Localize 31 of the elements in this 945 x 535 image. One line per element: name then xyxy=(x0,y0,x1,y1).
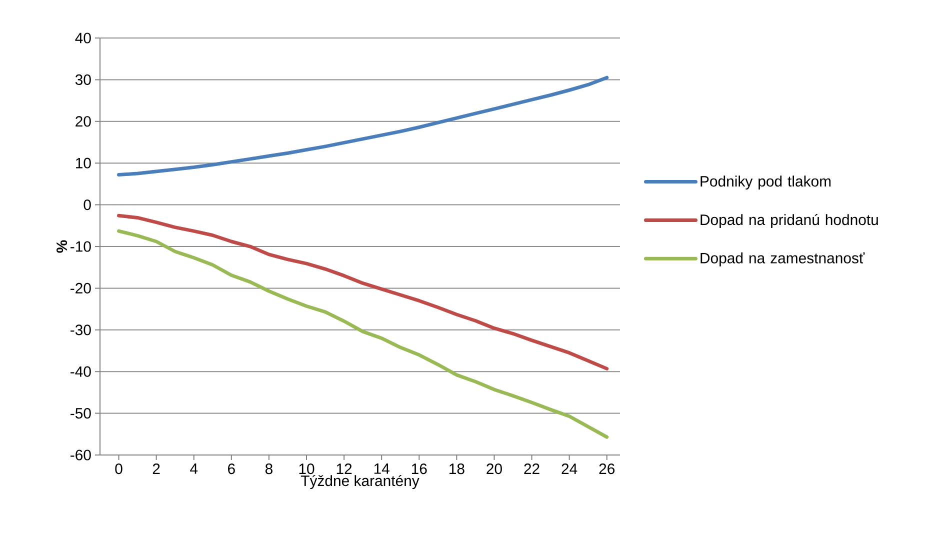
y-tick-label: -30 xyxy=(70,324,91,336)
y-tick-label: -60 xyxy=(70,450,91,460)
legend-label: Dopad na zamestnanosť xyxy=(700,252,865,266)
x-tick-label: 6 xyxy=(228,464,235,474)
x-tick-label: 22 xyxy=(524,464,540,474)
y-tick-label: 20 xyxy=(76,116,91,127)
y-tick-label: 0 xyxy=(84,200,91,210)
y-tick-label: -40 xyxy=(70,366,91,377)
x-tick-label: 14 xyxy=(374,464,390,474)
x-tick-label: 8 xyxy=(265,464,272,474)
y-tick-label: 10 xyxy=(76,158,91,168)
x-tick-label: 20 xyxy=(486,464,502,474)
x-tick-label: 16 xyxy=(412,464,427,474)
legend-label: Podniky pod tlakom xyxy=(700,176,831,190)
x-tick-label: 2 xyxy=(152,464,160,474)
x-tick-label: 24 xyxy=(562,464,578,474)
x-axis-title: Týždne karantény xyxy=(300,474,420,490)
y-tick-label: -50 xyxy=(70,408,91,419)
y-tick-label: 40 xyxy=(75,32,91,44)
y-axis-title: % xyxy=(56,240,68,253)
y-tick-label: 30 xyxy=(75,74,91,85)
y-tick-label: -20 xyxy=(70,282,91,294)
x-tick-label: 10 xyxy=(299,464,314,474)
x-tick-label: 4 xyxy=(190,464,198,474)
legend-label: Dopad na pridanú hodnotu xyxy=(700,214,878,228)
x-tick-label: 26 xyxy=(599,464,615,474)
x-tick-label: 0 xyxy=(115,464,122,474)
line-series xyxy=(117,214,609,370)
x-tick-label: 12 xyxy=(336,464,352,474)
y-tick-label: -10 xyxy=(70,241,91,252)
x-tick-label: 18 xyxy=(450,464,464,474)
